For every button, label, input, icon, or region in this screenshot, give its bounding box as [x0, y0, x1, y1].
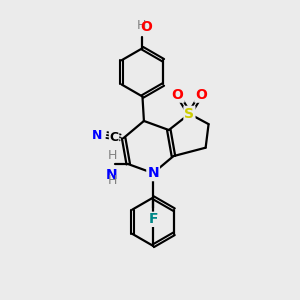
Text: O: O	[195, 88, 207, 102]
Text: N: N	[92, 128, 102, 142]
Text: C: C	[110, 131, 118, 144]
Text: N: N	[106, 168, 118, 182]
Text: O: O	[172, 88, 184, 102]
Text: F: F	[148, 212, 158, 226]
Text: H: H	[107, 149, 117, 162]
Text: H: H	[107, 173, 117, 187]
Text: S: S	[184, 107, 194, 121]
Text: O: O	[140, 20, 152, 34]
Text: N: N	[147, 166, 159, 180]
Text: H: H	[136, 19, 146, 32]
